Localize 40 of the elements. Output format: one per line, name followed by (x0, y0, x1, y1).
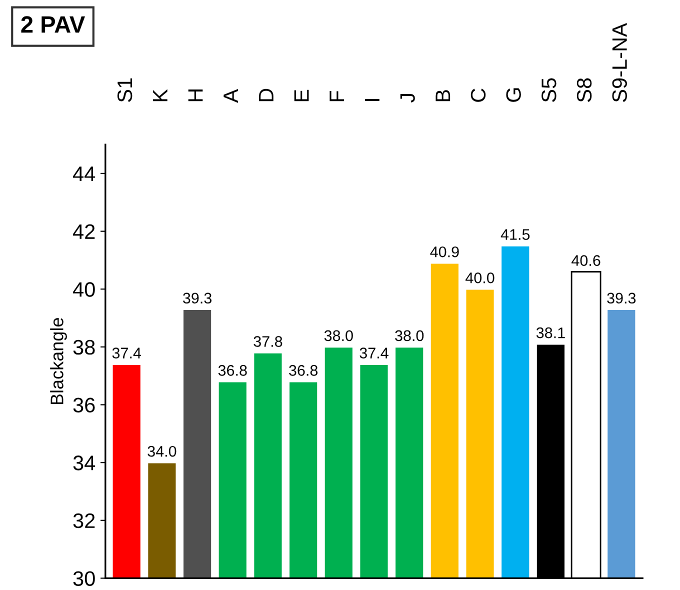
x-tick-label: S5 (542, 78, 556, 102)
data-label: 38.0 (324, 330, 353, 342)
x-tick-label: S8 (576, 78, 592, 102)
x-tick-label: B (436, 90, 450, 102)
data-label: 36.8 (218, 364, 247, 376)
y-tick-label: 38 (73, 340, 95, 355)
y-tick-label: 44 (72, 166, 96, 182)
y-tick-label: 36 (73, 398, 95, 412)
y-tick-label: 32 (73, 513, 95, 528)
data-label: 39.3 (183, 292, 212, 304)
y-axis-title: Blackangle (50, 318, 67, 404)
data-label: 40.0 (466, 272, 494, 284)
x-tick-label: A (224, 89, 238, 103)
data-label: 37.4 (360, 348, 388, 358)
y-tick-label: 34 (73, 456, 96, 470)
x-tick-label: G (506, 88, 521, 102)
data-label: 40.9 (430, 246, 459, 258)
x-tick-label: S9-L-NA (612, 23, 627, 102)
x-tick-label: E (294, 90, 309, 102)
x-tick-label: S1 (117, 78, 132, 102)
x-tick-label: D (259, 88, 274, 102)
x-tick-label: H (188, 90, 203, 102)
data-label: 39.3 (607, 292, 636, 304)
x-tick-label: C (470, 88, 486, 102)
data-label: 40.6 (572, 255, 600, 266)
data-label: 36.8 (289, 364, 318, 376)
chart-title: 2 PAV (21, 16, 85, 33)
y-tick-label: 40 (72, 282, 95, 297)
data-label: 37.4 (112, 348, 142, 358)
y-tick-label: 42 (72, 224, 95, 239)
x-tick-label: I (365, 99, 380, 101)
data-label: 41.5 (500, 229, 530, 240)
x-tick-label: K (153, 89, 168, 102)
x-tick-label: J (400, 94, 415, 103)
y-tick-label: 30 (73, 571, 95, 586)
data-label: 37.8 (254, 336, 282, 347)
data-label: 38.1 (536, 327, 565, 338)
x-tick-label: F (330, 90, 344, 102)
data-label: 38.0 (395, 330, 424, 342)
data-label: 34.0 (148, 446, 176, 457)
